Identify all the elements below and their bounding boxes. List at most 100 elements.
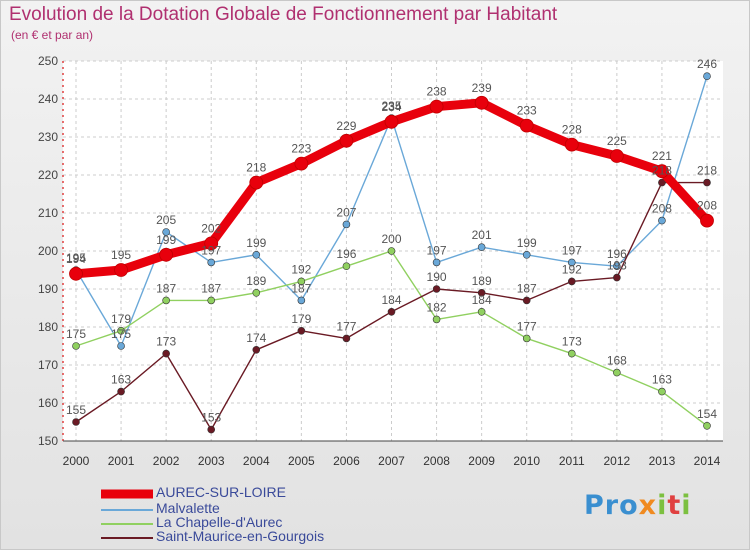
legend-swatch-chapelle bbox=[101, 522, 153, 525]
series-0-label-2009: 239 bbox=[472, 81, 492, 95]
y-tick-label-170: 170 bbox=[38, 358, 58, 372]
series-2-point-2004 bbox=[252, 288, 261, 297]
series-0-point-2000 bbox=[69, 266, 83, 281]
series-1-point-2013 bbox=[658, 216, 666, 225]
y-tick-label-240: 240 bbox=[38, 92, 58, 106]
series-2-point-2002 bbox=[162, 296, 170, 305]
series-2-label-2013: 163 bbox=[652, 373, 672, 387]
series-1-label-2000: 195 bbox=[66, 251, 86, 265]
series-1-label-2012: 196 bbox=[607, 247, 627, 261]
series-2-point-2009 bbox=[477, 307, 486, 316]
series-0-point-2012 bbox=[609, 149, 624, 163]
series-1-point-2001 bbox=[117, 342, 125, 350]
series-3-label-2003: 153 bbox=[201, 411, 221, 425]
x-tick-label-2004: 2004 bbox=[243, 454, 270, 468]
y-tick-label-180: 180 bbox=[38, 320, 58, 334]
series-1-point-2002 bbox=[162, 228, 170, 236]
y-tick-label-160: 160 bbox=[38, 396, 58, 410]
series-3-label-2004: 174 bbox=[246, 331, 266, 345]
proxiti-logo: Proxiti bbox=[584, 490, 692, 521]
series-0-label-2000: 194 bbox=[66, 252, 86, 266]
series-3-point-2000 bbox=[72, 418, 80, 426]
series-3-point-2009 bbox=[477, 288, 486, 297]
series-3-point-2008 bbox=[432, 285, 441, 293]
chart-subtitle: (en € et par an) bbox=[11, 28, 94, 42]
series-3-label-2006: 177 bbox=[336, 319, 356, 333]
series-1-label-2007: 235 bbox=[381, 99, 401, 113]
series-0-label-2001: 195 bbox=[111, 248, 131, 262]
series-0-point-2008 bbox=[429, 99, 444, 114]
series-3-label-2014: 218 bbox=[697, 164, 717, 178]
series-3-label-2011: 192 bbox=[562, 262, 582, 276]
series-0-label-2013: 221 bbox=[652, 149, 672, 163]
series-2-point-2000 bbox=[72, 342, 80, 350]
series-2-label-2011: 173 bbox=[562, 335, 582, 349]
series-0-point-2003 bbox=[204, 236, 219, 251]
series-0-label-2014: 208 bbox=[697, 199, 717, 213]
series-1-point-2006 bbox=[342, 220, 351, 229]
series-3-label-2007: 184 bbox=[381, 293, 401, 307]
series-2-label-2001: 179 bbox=[111, 312, 131, 326]
series-0-label-2004: 218 bbox=[246, 161, 266, 175]
x-tick-label-2014: 2014 bbox=[694, 454, 721, 468]
series-1-label-2011: 197 bbox=[562, 243, 582, 257]
series-3-label-2008: 190 bbox=[427, 270, 447, 284]
series-2-label-2000: 175 bbox=[66, 327, 86, 341]
series-3-label-2010: 187 bbox=[517, 281, 537, 295]
legend-label-saint-maurice: Saint-Maurice-en-Gourgois bbox=[156, 528, 325, 544]
series-1-label-2002: 205 bbox=[156, 213, 176, 227]
series-1-point-2008 bbox=[432, 258, 441, 267]
series-1-label-2014: 246 bbox=[697, 57, 717, 71]
x-tick-label-2003: 2003 bbox=[198, 454, 225, 468]
series-0-label-2008: 238 bbox=[427, 85, 447, 99]
series-1-label-2004: 199 bbox=[246, 236, 266, 250]
legend-swatch-aurec bbox=[101, 489, 153, 498]
series-3-point-2011 bbox=[567, 277, 576, 286]
series-2-point-2014 bbox=[703, 421, 711, 430]
series-1-point-2011 bbox=[567, 258, 576, 267]
series-0-point-2007 bbox=[384, 114, 399, 129]
series-1-label-2008: 197 bbox=[427, 243, 447, 257]
x-tick-label-2012: 2012 bbox=[604, 454, 631, 468]
y-tick-label-200: 200 bbox=[38, 244, 58, 258]
x-tick-label-2001: 2001 bbox=[108, 454, 135, 468]
series-2-label-2007: 200 bbox=[381, 232, 401, 246]
y-tick-label-250: 250 bbox=[38, 54, 58, 68]
series-1-point-2010 bbox=[522, 251, 531, 259]
x-tick-label-2013: 2013 bbox=[649, 454, 676, 468]
series-1-point-2009 bbox=[477, 243, 486, 251]
series-layer bbox=[69, 72, 714, 434]
series-2-point-2001 bbox=[117, 326, 125, 335]
series-3-label-2013: 218 bbox=[652, 164, 672, 178]
y-tick-label-230: 230 bbox=[38, 130, 58, 144]
series-2-label-2010: 177 bbox=[517, 319, 537, 333]
y-tick-label-190: 190 bbox=[38, 282, 58, 296]
x-tick-label-2005: 2005 bbox=[288, 454, 315, 468]
series-0-point-2002 bbox=[159, 247, 174, 262]
series-3-point-2010 bbox=[522, 296, 531, 305]
series-0-label-2005: 223 bbox=[291, 142, 311, 156]
series-2-point-2007 bbox=[387, 247, 396, 255]
series-3-point-2006 bbox=[342, 334, 351, 343]
series-2-label-2005: 192 bbox=[291, 262, 311, 276]
series-0-label-2012: 225 bbox=[607, 134, 627, 148]
x-tick-label-2002: 2002 bbox=[153, 454, 180, 468]
series-2-label-2002: 187 bbox=[156, 281, 176, 295]
x-tick-label-2000: 2000 bbox=[63, 454, 90, 468]
series-2-point-2003 bbox=[207, 296, 216, 305]
x-tick-label-2007: 2007 bbox=[378, 454, 405, 468]
series-2-label-2006: 196 bbox=[336, 247, 356, 261]
series-3-point-2001 bbox=[117, 387, 125, 396]
series-1-point-2014 bbox=[703, 72, 711, 80]
series-3-point-2013 bbox=[658, 178, 666, 187]
series-3-label-2000: 155 bbox=[66, 403, 86, 417]
series-2-point-2005 bbox=[297, 277, 306, 286]
series-3-label-2012: 193 bbox=[607, 259, 627, 273]
series-1-label-2003: 197 bbox=[201, 243, 221, 257]
series-3-point-2014 bbox=[703, 178, 711, 187]
series-0-point-2001 bbox=[114, 263, 128, 277]
series-0-point-2014 bbox=[700, 213, 714, 228]
